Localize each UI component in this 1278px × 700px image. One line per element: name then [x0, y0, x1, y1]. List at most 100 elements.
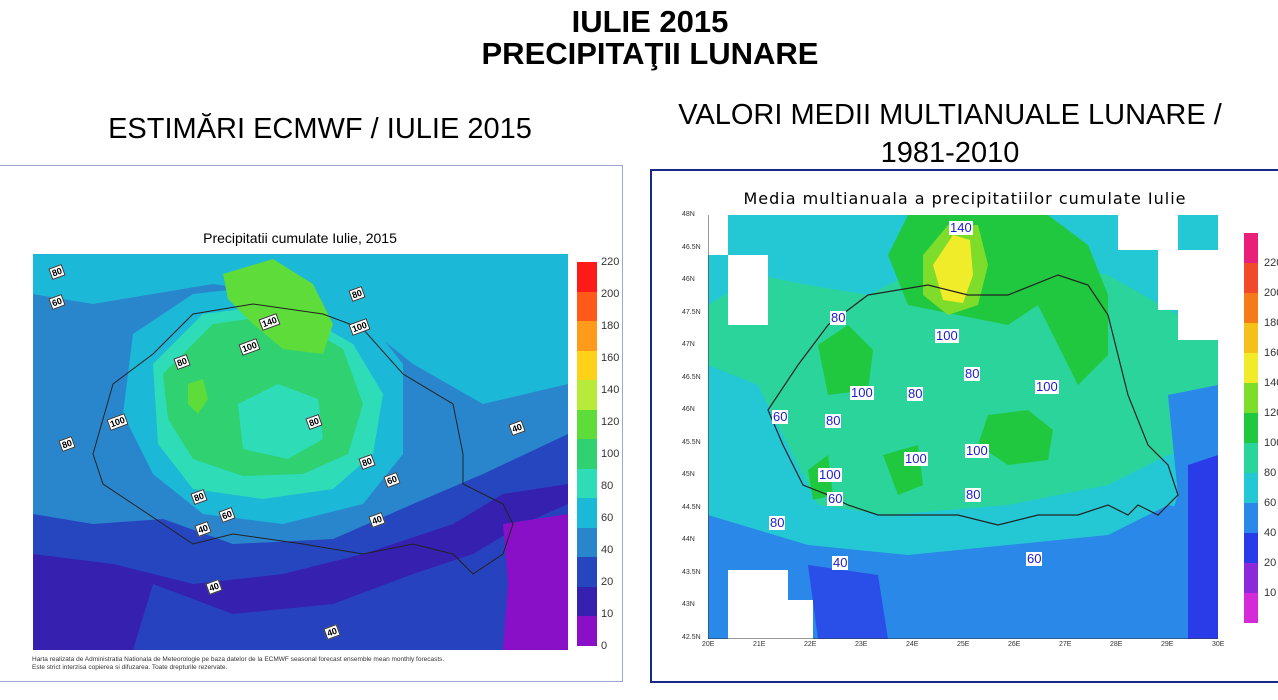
- colorbar-label: 60: [601, 512, 614, 524]
- colorbar-label: 180: [1264, 317, 1278, 329]
- colorbar-label: 100: [1264, 437, 1278, 449]
- colorbar-segment: [577, 586, 597, 617]
- colorbar-label: 0: [601, 640, 608, 652]
- ecmwf-map-footnote: Harta realizata de Administratia Nationa…: [32, 656, 444, 672]
- longitude-tick: 22E: [804, 641, 817, 648]
- contour-label: 80: [965, 487, 982, 502]
- longitude-tick: 25E: [957, 641, 970, 648]
- contour-label: 80: [830, 310, 847, 325]
- latitude-tick: 44.5N: [682, 503, 701, 511]
- colorbar-segment: [1244, 533, 1258, 563]
- right-heading-line-1: VALORI MEDII MULTIANUALE LUNARE /: [678, 99, 1222, 131]
- title-line-2: PRECIPITAŢII LUNARE: [481, 36, 819, 71]
- colorbar-segment: [577, 527, 597, 558]
- colorbar-label: 40: [601, 544, 614, 556]
- left-heading: ESTIMĂRI ECMWF / IULIE 2015: [108, 113, 532, 145]
- colorbar-label: 60: [1264, 497, 1277, 509]
- colorbar-label: 40: [1264, 527, 1277, 539]
- colorbar-segment: [1244, 293, 1258, 323]
- contour-label: 60: [1026, 551, 1043, 566]
- latitude-tick: 46.5N: [682, 373, 701, 381]
- colorbar-label: 140: [601, 384, 620, 396]
- page-title: IULIE 2015 PRECIPITAŢII LUNARE: [0, 6, 1278, 70]
- longitude-tick: 29E: [1161, 641, 1174, 648]
- latitude-tick: 46N: [682, 406, 695, 413]
- colorbar-segment: [1244, 353, 1258, 383]
- colorbar-label: 20: [1264, 557, 1277, 569]
- contour-label: 100: [850, 385, 874, 400]
- colorbar-label: 160: [1264, 347, 1278, 359]
- colorbar-label: 80: [601, 480, 614, 492]
- longitude-tick: 26E: [1008, 641, 1021, 648]
- ecmwf-colorbar: 220 200 180 160 140 120 100 80 60 40 20 10 0: [577, 256, 619, 652]
- colorbar-segment: [1244, 563, 1258, 593]
- colorbar-segment: [577, 616, 597, 646]
- longitude-tick: 23E: [855, 641, 868, 648]
- colorbar-segment: [1244, 233, 1258, 263]
- contour-label: 100: [935, 328, 959, 343]
- right-heading-line-2: 1981-2010: [880, 137, 1020, 169]
- longitude-tick: 21E: [753, 641, 766, 648]
- longitude-tick: 24E: [906, 641, 919, 648]
- colorbar-segment: [577, 380, 597, 410]
- colorbar-label: 80: [1264, 467, 1277, 479]
- colorbar-label: 100: [601, 448, 620, 460]
- colorbar-label: 10: [601, 608, 614, 620]
- latitude-tick: 47N: [682, 341, 695, 348]
- colorbar-segment: [1244, 323, 1258, 353]
- colorbar-label: 20: [601, 576, 614, 588]
- colorbar-segment: [577, 439, 597, 469]
- footnote-line-2: Este strict interzisa copierea si difuza…: [32, 664, 228, 671]
- climatology-precipitation-map: [708, 215, 1218, 639]
- contour-label: 100: [818, 467, 842, 482]
- colorbar-label: 160: [601, 352, 620, 364]
- contour-label: 80: [964, 366, 981, 381]
- latitude-tick: 47.5N: [682, 308, 701, 316]
- colorbar-label: 140: [1264, 377, 1278, 389]
- contour-label: 60: [827, 491, 844, 506]
- contour-label: 40: [832, 555, 849, 570]
- ecmwf-precipitation-map: [33, 254, 568, 650]
- contour-label: 140: [949, 220, 973, 235]
- colorbar-segment: [577, 409, 597, 440]
- climatology-map-panel: Media multianuala a precipitatiilor cumu…: [650, 169, 1278, 683]
- colorbar-label: 220: [601, 256, 620, 268]
- colorbar-segment: [1244, 503, 1258, 533]
- climatology-colorbar: 220 200 180 160 140 120 100 80 60 40 20 10: [1244, 233, 1278, 623]
- contour-label: 80: [907, 386, 924, 401]
- ecmwf-map-title: Precipitatii cumulate Iulie, 2015: [203, 230, 397, 246]
- colorbar-segment: [1244, 383, 1258, 413]
- colorbar-label: 220: [1264, 257, 1278, 269]
- latitude-tick: 44N: [682, 536, 695, 543]
- colorbar-segment: [1244, 443, 1258, 473]
- latitude-tick: 48N: [682, 211, 695, 218]
- right-heading: VALORI MEDII MULTIANUALE LUNARE / 1981-2…: [650, 96, 1250, 172]
- contour-label: 80: [769, 515, 786, 530]
- longitude-tick: 27E: [1059, 641, 1072, 648]
- longitude-tick: 30E: [1212, 641, 1225, 648]
- contour-label: 60: [772, 409, 789, 424]
- latitude-tick: 43N: [682, 601, 695, 608]
- footnote-line-1: Harta realizata de Administratia Nationa…: [32, 656, 445, 663]
- contour-label: 100: [965, 443, 989, 458]
- longitude-tick: 28E: [1110, 641, 1123, 648]
- latitude-tick: 46.5N: [682, 243, 701, 251]
- latitude-tick: 46N: [682, 276, 695, 283]
- longitude-tick: 20E: [702, 641, 715, 648]
- colorbar-label: 120: [1264, 407, 1278, 419]
- colorbar-segment: [577, 321, 597, 351]
- colorbar-label: 120: [601, 416, 620, 428]
- colorbar-segment: [577, 557, 597, 587]
- colorbar-label: 200: [1264, 287, 1278, 299]
- colorbar-label: 200: [601, 288, 620, 300]
- colorbar-segment: [577, 350, 597, 381]
- colorbar-segment: [577, 468, 597, 499]
- colorbar-segment: [1244, 593, 1258, 623]
- colorbar-segment: [1244, 473, 1258, 503]
- contour-label: 100: [1035, 379, 1059, 394]
- title-line-1: IULIE 2015: [571, 4, 729, 39]
- contour-label: 100: [904, 451, 928, 466]
- climatology-map-title: Media multianuala a precipitatiilor cumu…: [743, 189, 1187, 208]
- colorbar-label: 180: [601, 320, 620, 332]
- colorbar-segment: [1244, 263, 1258, 293]
